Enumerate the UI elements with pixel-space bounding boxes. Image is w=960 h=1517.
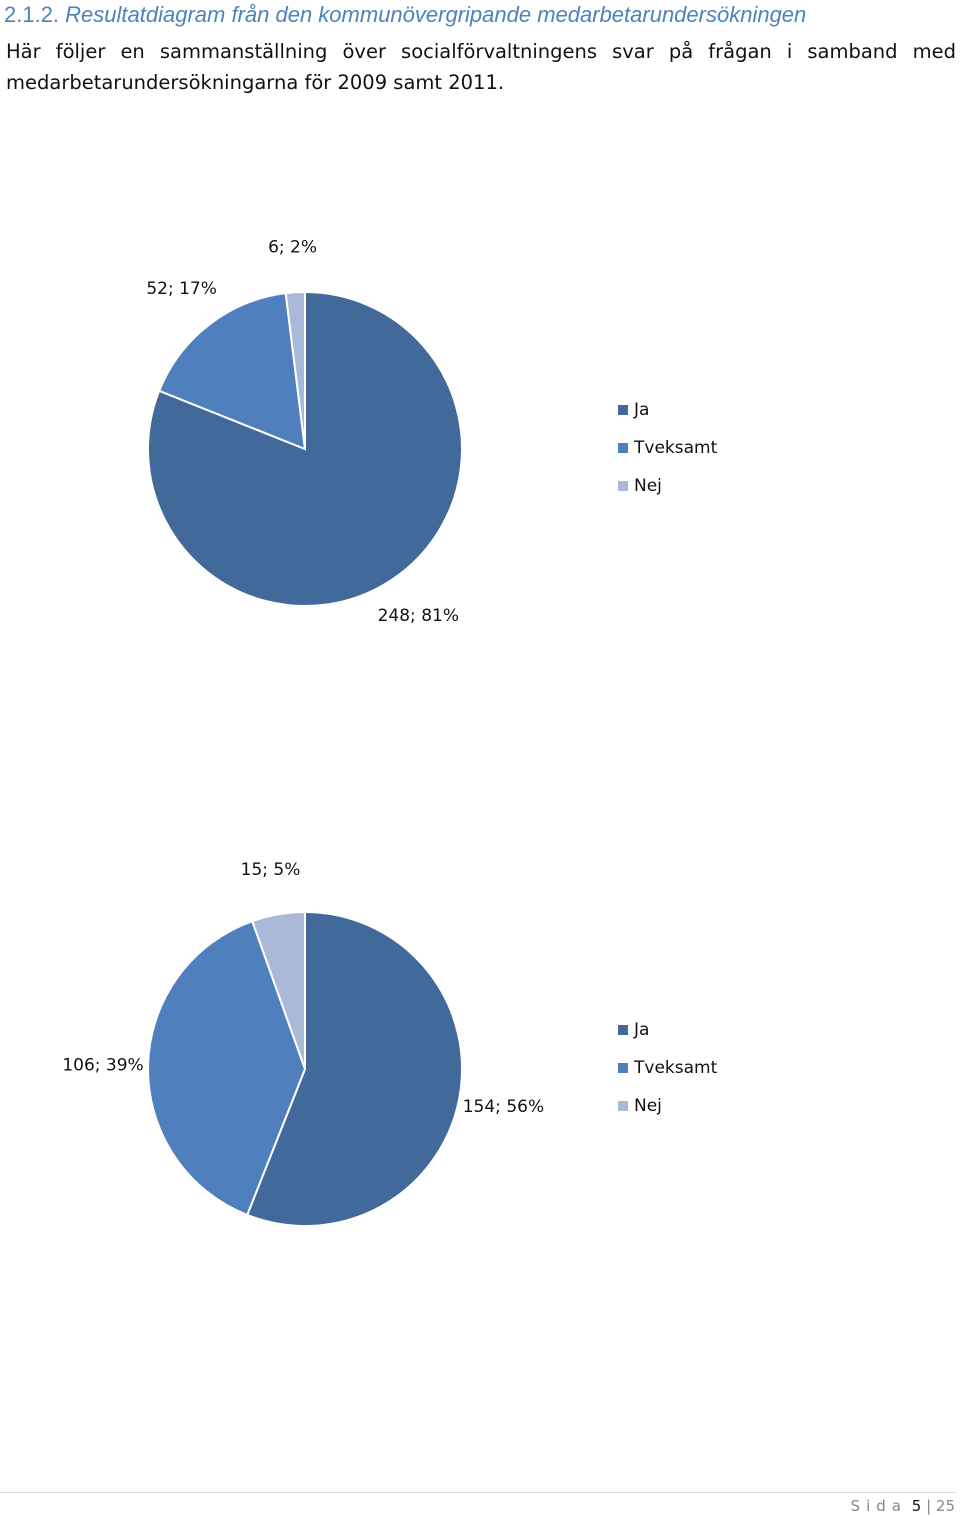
- legend-label: Nej: [634, 1096, 662, 1116]
- data-label: 52; 17%: [146, 279, 217, 299]
- pie-slice: [147, 919, 307, 1217]
- legend-swatch: [618, 405, 628, 415]
- legend-swatch: [618, 481, 628, 491]
- legend-label: Ja: [633, 400, 649, 420]
- footer: Sida 5 | 25: [0, 1492, 955, 1515]
- page-number: 5: [911, 1497, 922, 1515]
- footer-label: Sida: [850, 1497, 907, 1515]
- data-label: 106; 39%: [62, 1056, 143, 1076]
- data-label: 6; 2%: [268, 240, 317, 257]
- pie-slice: [245, 910, 463, 1227]
- heading: 2.1.2. Resultatdiagram från den kommunöv…: [4, 2, 806, 28]
- legend-label: Tveksamt: [633, 1058, 718, 1078]
- pie-slice: [157, 292, 307, 451]
- data-label: 248; 81%: [378, 606, 459, 626]
- pie-slice: [284, 290, 306, 450]
- page-total: 25: [935, 1497, 955, 1515]
- data-label: 154; 56%: [463, 1097, 544, 1117]
- legend-label: Tveksamt: [633, 438, 718, 458]
- legend-label: Nej: [634, 476, 662, 496]
- pie-slice: [250, 910, 306, 1070]
- legend-label: Ja: [633, 1020, 649, 1040]
- heading-title: Resultatdiagram från den kommunövergripa…: [65, 2, 807, 27]
- legend-swatch: [618, 1101, 628, 1111]
- legend-swatch: [618, 443, 628, 453]
- heading-number: 2.1.2.: [4, 2, 60, 27]
- intro-paragraph: Här följer en sammanställning över socia…: [6, 40, 956, 94]
- pie-chart: 248; 81% 52; 17% 6; 2% Ja Tveksamt Nej: [146, 240, 718, 626]
- data-label: 15; 5%: [241, 860, 301, 880]
- legend-swatch: [618, 1063, 628, 1073]
- legend-swatch: [618, 1025, 628, 1035]
- pie-chart: 154; 56% 106; 39% 15; 5% Ja Tveksamt Nej: [62, 860, 718, 1227]
